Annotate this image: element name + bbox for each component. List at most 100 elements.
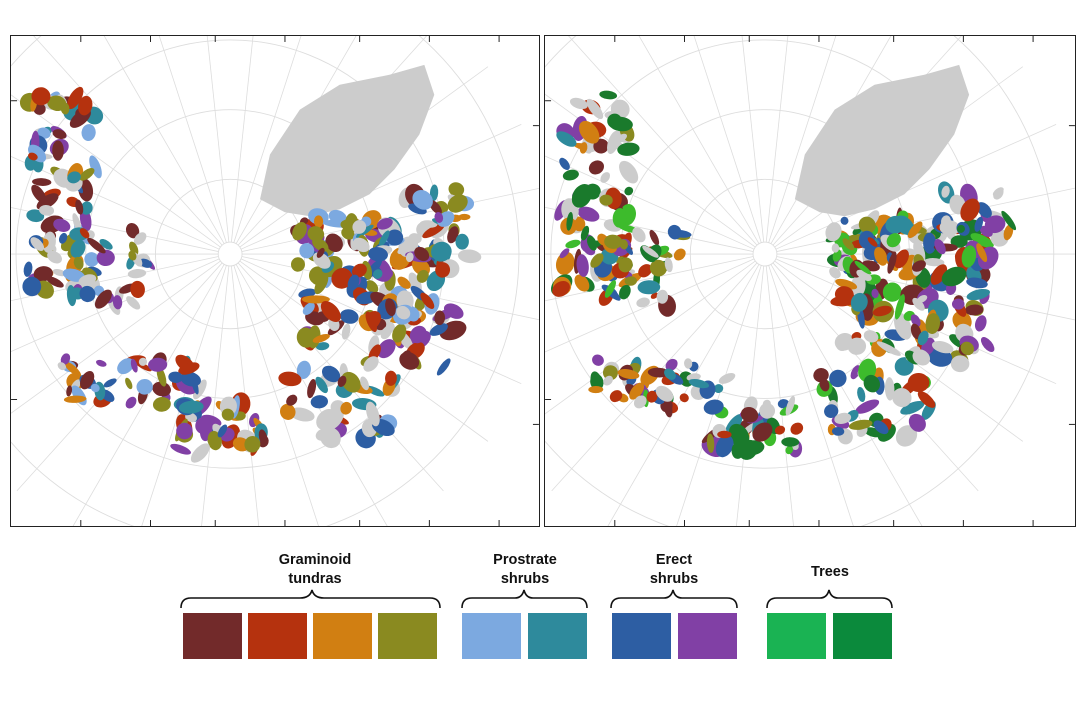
graticule-meridian xyxy=(545,155,755,250)
greenland-landmass xyxy=(794,64,970,217)
vegetation-patch xyxy=(66,385,73,397)
vegetation-patch xyxy=(148,357,168,372)
vegetation-patch xyxy=(130,358,138,373)
polar-map-right xyxy=(545,36,1075,526)
vegetation-patch xyxy=(960,341,975,356)
vegetation-patch xyxy=(386,229,404,246)
legend-label-erect-shrubs: Erect shrubs xyxy=(649,552,699,587)
vegetation-patch xyxy=(646,390,658,403)
vegetation-patch xyxy=(70,239,86,258)
vegetation-patch xyxy=(365,311,377,333)
vegetation-patch xyxy=(847,337,867,355)
vegetation-patch xyxy=(643,369,650,389)
vegetation-patch xyxy=(886,233,901,248)
vegetation-patch xyxy=(609,390,623,403)
vegetation-patch xyxy=(340,401,352,415)
vegetation-patch xyxy=(30,237,45,251)
vegetation-patch xyxy=(965,304,984,316)
vegetation-patch xyxy=(713,384,724,393)
vegetation-patch xyxy=(60,102,70,115)
vegetation-patch xyxy=(993,187,1004,200)
legend-label-prostrate-shrubs: Prostrate shrubs xyxy=(493,552,557,587)
graticule-meridian xyxy=(11,260,221,414)
vegetation-patch xyxy=(656,289,669,304)
vegetation-patch xyxy=(858,216,876,234)
vegetation-patch xyxy=(603,375,613,386)
vegetation-patch xyxy=(863,330,879,343)
graticule-circle xyxy=(217,241,243,267)
vegetation-patch xyxy=(785,445,794,455)
vegetation-patch xyxy=(867,237,878,247)
vegetation-patch xyxy=(447,226,459,244)
vegetation-patch xyxy=(608,116,633,132)
vegetation-patch xyxy=(592,354,604,366)
graticule-meridian xyxy=(11,94,221,248)
vegetation-patch xyxy=(580,225,590,241)
vegetation-patch xyxy=(907,372,930,393)
vegetation-patch xyxy=(325,233,343,253)
vegetation-patch xyxy=(824,404,839,419)
legend-swatch-prostrate-2 xyxy=(528,613,587,659)
vegetation-patch xyxy=(842,238,855,251)
vegetation-patch xyxy=(588,386,604,394)
vegetation-patch xyxy=(46,276,64,288)
vegetation-patch xyxy=(79,228,90,239)
vegetation-patch xyxy=(950,355,970,373)
vegetation-patch xyxy=(871,288,879,299)
vegetation-patch xyxy=(78,274,97,287)
vegetation-patch xyxy=(307,379,317,399)
vegetation-patch xyxy=(966,288,991,301)
vegetation-patch xyxy=(574,274,590,292)
vegetation-patch xyxy=(42,231,56,253)
vegetation-patch xyxy=(258,429,268,446)
vegetation-patch xyxy=(53,218,71,232)
vegetation-patch xyxy=(831,243,840,253)
vegetation-patch xyxy=(917,391,936,408)
vegetation-patch xyxy=(966,277,988,289)
vegetation-patch xyxy=(923,232,937,254)
vegetation-patch xyxy=(95,359,107,367)
vegetation-patch xyxy=(435,262,451,278)
legend-label-graminoid-tundras: Graminoid tundras xyxy=(278,552,352,587)
vegetation-patch xyxy=(637,280,661,295)
vegetation-patch xyxy=(854,260,872,275)
legend-swatch-graminoid-1 xyxy=(183,613,242,659)
vegetation-patch xyxy=(673,248,686,261)
vegetation-patch xyxy=(941,266,967,287)
vegetation-patch xyxy=(777,399,790,409)
vegetation-patch xyxy=(647,367,670,378)
vegetation-patch xyxy=(47,250,63,264)
vegetation-patch xyxy=(176,422,193,440)
vegetation-patch xyxy=(655,385,674,402)
vegetation-patch xyxy=(752,422,773,442)
vegetation-patch xyxy=(619,239,628,250)
vegetation-patch xyxy=(195,417,212,434)
vegetation-patch xyxy=(599,90,618,100)
vegetation-patch xyxy=(125,377,133,390)
vegetation-patch xyxy=(617,142,640,156)
vegetation-patch xyxy=(974,216,984,232)
vegetation-patch xyxy=(67,86,84,110)
vegetation-patch xyxy=(79,285,96,303)
graticule-meridian xyxy=(545,93,756,248)
vegetation-patch xyxy=(380,266,393,279)
bracket-trees xyxy=(766,589,893,609)
vegetation-patch xyxy=(80,201,93,215)
vegetation-patch xyxy=(872,305,892,317)
vegetation-patch xyxy=(87,237,106,254)
vegetation-patch xyxy=(590,371,602,387)
vegetation-patch xyxy=(894,294,905,320)
vegetation-patch xyxy=(565,239,581,249)
vegetation-patch xyxy=(429,184,439,202)
vegetation-patch xyxy=(835,278,858,290)
vegetation-patch xyxy=(604,234,623,249)
vegetation-patch xyxy=(617,369,640,380)
vegetation-patch xyxy=(26,209,45,223)
vegetation-patch xyxy=(636,297,650,308)
vegetation-patch xyxy=(190,443,210,463)
vegetation-patch xyxy=(347,274,360,291)
vegetation-patch xyxy=(668,229,692,238)
vegetation-patch xyxy=(600,172,610,183)
vegetation-patch xyxy=(552,280,570,297)
vegetation-patch xyxy=(781,437,800,447)
